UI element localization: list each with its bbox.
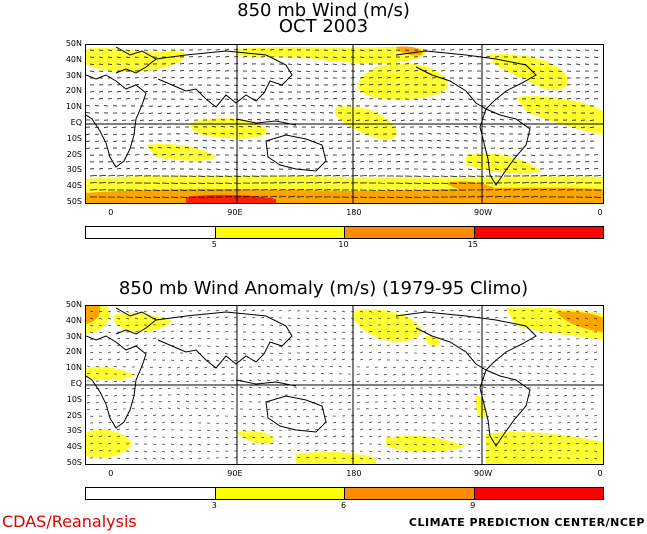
lat-label: EQ — [70, 118, 82, 127]
colorbar-label: 3 — [211, 501, 217, 510]
panel1-title-line1: 850 mb Wind (m/s) — [237, 0, 410, 21]
lon-label: 180 — [346, 208, 362, 217]
colorbar-segment — [215, 488, 345, 499]
panel1-coastlines — [86, 46, 537, 186]
lon-label: 0 — [597, 208, 603, 217]
colorbar-label: 15 — [467, 240, 478, 249]
colorbar-label: 5 — [211, 240, 217, 249]
lat-label: 20S — [66, 410, 82, 420]
panel2-colorbar — [85, 487, 604, 500]
colorbar-segment — [86, 488, 216, 499]
lat-label: 40S — [66, 442, 82, 452]
lat-label: 30N — [65, 331, 82, 341]
panel2-title: 850 mb Wind Anomaly (m/s) (1979-95 Climo… — [118, 278, 529, 299]
colorbar-segment — [474, 227, 603, 238]
lat-label: 30S — [66, 426, 82, 436]
lat-label: 50N — [65, 300, 82, 309]
lat-label: 50S — [66, 197, 82, 206]
panel2-shading — [86, 306, 603, 464]
credit-cdas-reanalysis: CDAS/Reanalysis — [2, 512, 137, 531]
lat-label: 20N — [65, 86, 82, 96]
colorbar-segment — [215, 227, 345, 238]
lat-label: 10N — [65, 363, 82, 373]
panel2-anomaly-map — [85, 305, 604, 465]
colorbar-segment — [474, 488, 603, 499]
lat-label: 50N — [65, 39, 82, 48]
lat-label: 10S — [66, 133, 82, 143]
lat-label: 40N — [65, 54, 82, 64]
panel1-shading — [86, 46, 603, 203]
panel2-wind-vectors — [86, 309, 598, 460]
lon-label: 90W — [474, 208, 493, 217]
lat-label: 10S — [66, 394, 82, 404]
lat-label: 50S — [66, 458, 82, 467]
lat-label: 10N — [65, 102, 82, 112]
lat-label: 20N — [65, 347, 82, 357]
lon-label: 180 — [346, 469, 362, 478]
colorbar-segment — [345, 488, 475, 499]
lon-label: 90E — [227, 469, 243, 478]
panel2-map-svg — [86, 306, 603, 464]
panel1-wind-vectors — [86, 49, 602, 198]
lat-label: EQ — [70, 379, 82, 388]
lon-label: 0 — [108, 208, 114, 217]
colorbar-segment — [345, 227, 475, 238]
lon-label: 0 — [108, 469, 114, 478]
lat-label: 30N — [65, 70, 82, 80]
lat-label: 40S — [66, 181, 82, 191]
lat-label: 40N — [65, 315, 82, 325]
panel1-map-svg — [86, 45, 603, 203]
colorbar-label: 10 — [338, 240, 349, 249]
credit-climate-prediction-center: CLIMATE PREDICTION CENTER/NCEP — [408, 516, 645, 529]
lon-label: 90E — [227, 208, 243, 217]
lon-label: 90W — [474, 469, 493, 478]
colorbar-label: 9 — [470, 501, 476, 510]
panel1-colorbar — [85, 226, 604, 239]
panel1-wind-map — [85, 44, 604, 204]
lon-label: 0 — [597, 469, 603, 478]
panel1-title-line2: OCT 2003 — [278, 16, 369, 37]
lat-label: 20S — [66, 149, 82, 159]
colorbar-segment — [86, 227, 216, 238]
colorbar-label: 6 — [340, 501, 347, 510]
lat-label: 30S — [66, 165, 82, 175]
